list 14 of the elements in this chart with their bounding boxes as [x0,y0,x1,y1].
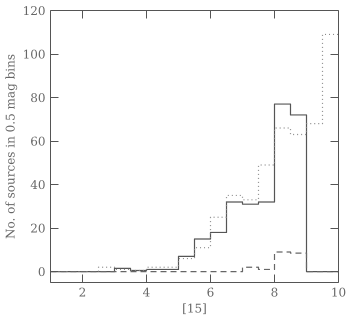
y-tick-label: 100 [22,48,46,62]
y-tick-label: 60 [30,134,46,149]
x-tick-label: 8 [270,286,278,300]
y-axis-title: No. of sources in 0.5 mag bins [4,54,18,239]
x-tick-label: 6 [206,286,214,300]
y-tick-label: 80 [30,91,46,106]
x-tick-label: 2 [78,286,86,300]
y-tick-label: 120 [22,4,46,18]
x-axis-title: [15] [182,302,207,316]
y-tick-label: 40 [30,178,46,192]
x-tick-label: 4 [142,286,151,300]
y-tick-label: 20 [30,222,46,236]
x-tick-label: 10 [330,286,346,300]
y-tick-label: 0 [38,265,46,280]
